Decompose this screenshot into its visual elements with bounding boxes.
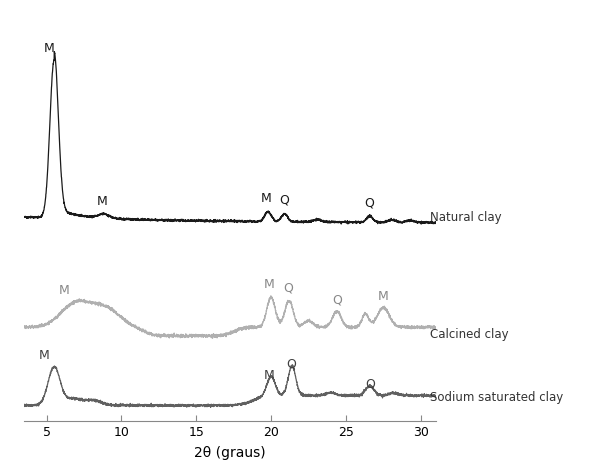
Text: Q: Q	[286, 357, 296, 370]
Text: M: M	[263, 369, 274, 382]
Text: M: M	[261, 192, 272, 205]
Text: M: M	[378, 290, 388, 303]
Text: Q: Q	[279, 193, 289, 206]
Text: Calcined clay: Calcined clay	[430, 328, 508, 341]
Text: Q: Q	[332, 293, 342, 306]
X-axis label: 2θ (graus): 2θ (graus)	[194, 446, 266, 460]
Text: Q: Q	[364, 196, 374, 209]
Text: M: M	[44, 43, 54, 55]
Text: M: M	[263, 278, 274, 291]
Text: M: M	[59, 284, 70, 297]
Text: Natural clay: Natural clay	[430, 212, 501, 225]
Text: Q: Q	[365, 377, 374, 390]
Text: M: M	[97, 196, 107, 209]
Text: Sodium saturated clay: Sodium saturated clay	[430, 391, 563, 404]
Text: Q: Q	[283, 282, 293, 295]
Text: M: M	[38, 349, 49, 362]
